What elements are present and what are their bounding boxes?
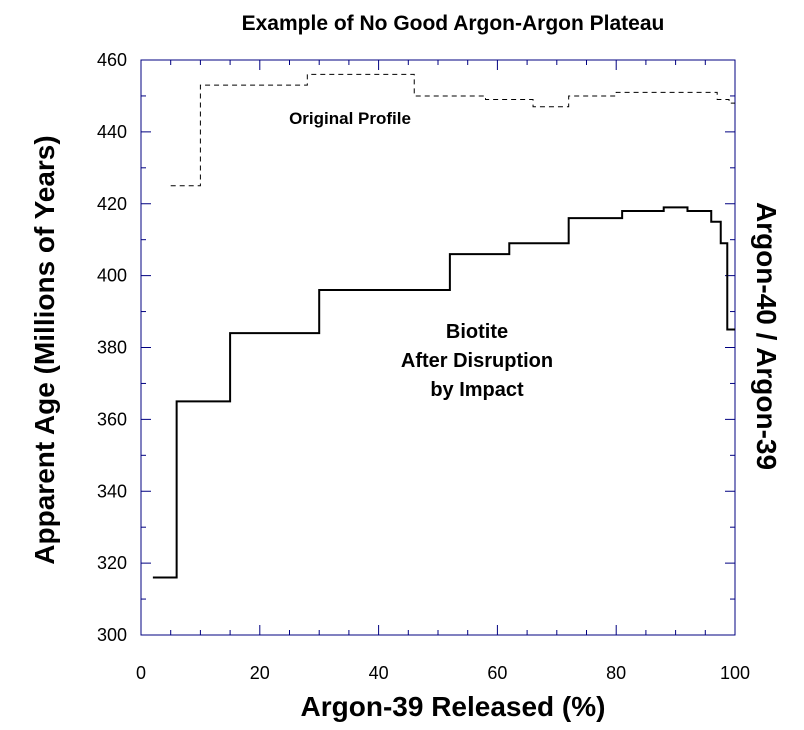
y2-axis-label: Argon-40 / Argon-39: [751, 202, 782, 470]
annotation: by Impact: [430, 379, 524, 401]
chart-title: Example of No Good Argon-Argon Plateau: [242, 12, 665, 35]
annotation: Biotite: [446, 321, 508, 343]
y-tick-label: 400: [97, 266, 127, 286]
y-tick-label: 460: [97, 50, 127, 70]
y-tick-label: 300: [97, 625, 127, 645]
x-tick-label: 40: [369, 663, 389, 683]
x-tick-label: 100: [720, 663, 750, 683]
step-line: [152, 206, 735, 579]
x-tick-label: 20: [250, 663, 270, 683]
y-axis-label: Apparent Age (Millions of Years): [29, 135, 60, 564]
annotation: After Disruption: [401, 350, 553, 372]
y-tick-label: 340: [97, 481, 127, 501]
x-tick-label: 60: [487, 663, 507, 683]
y-tick-label: 360: [97, 409, 127, 429]
x-axis-label: Argon-39 Released (%): [301, 691, 606, 722]
x-tick-label: 0: [136, 663, 146, 683]
step-line: [170, 73, 735, 187]
annotation: Original Profile: [289, 109, 411, 128]
y-tick-label: 380: [97, 338, 127, 358]
x-tick-label: 80: [606, 663, 626, 683]
y-tick-label: 320: [97, 553, 127, 573]
y-tick-label: 420: [97, 194, 127, 214]
y-tick-label: 440: [97, 122, 127, 142]
